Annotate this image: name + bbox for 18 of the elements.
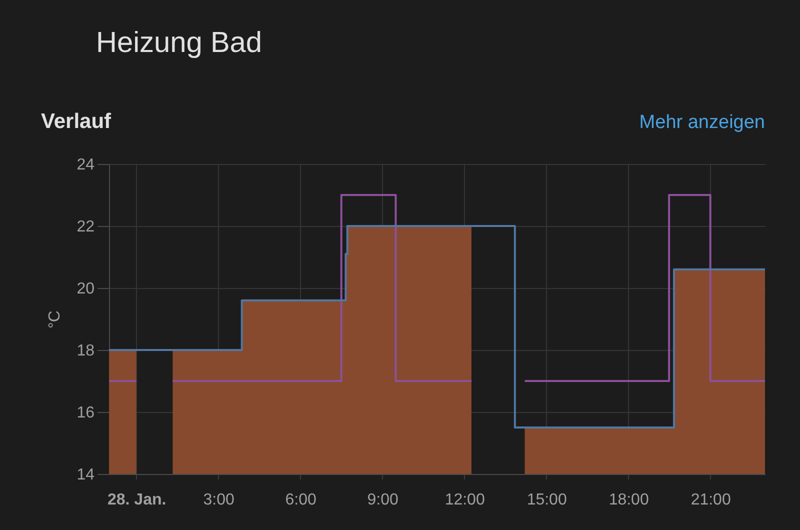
y-tick-label: 18 <box>76 342 95 360</box>
x-tick-label: 3:00 <box>203 492 235 508</box>
y-axis-title: °C <box>46 310 64 328</box>
x-tick-label: 12:00 <box>444 492 485 508</box>
y-tick-label: 16 <box>76 404 95 422</box>
y-tick-label: 22 <box>76 218 95 236</box>
x-tick-label: 6:00 <box>285 492 317 508</box>
x-tick-label: 18:00 <box>608 492 649 508</box>
x-tick-label: 21:00 <box>690 492 731 508</box>
chart-title: Heizung Bad <box>96 27 262 59</box>
x-tick-label: 28. Jan. <box>107 492 166 508</box>
chart-subtitle: Verlauf <box>41 110 112 133</box>
x-tick-label: 15:00 <box>526 492 567 508</box>
y-tick-label: 20 <box>76 280 95 298</box>
text: Mehr anzeigen <box>639 112 765 133</box>
y-tick-label: 14 <box>76 466 95 484</box>
y-tick-label: 24 <box>76 156 95 174</box>
x-tick-label: 9:00 <box>367 492 399 508</box>
